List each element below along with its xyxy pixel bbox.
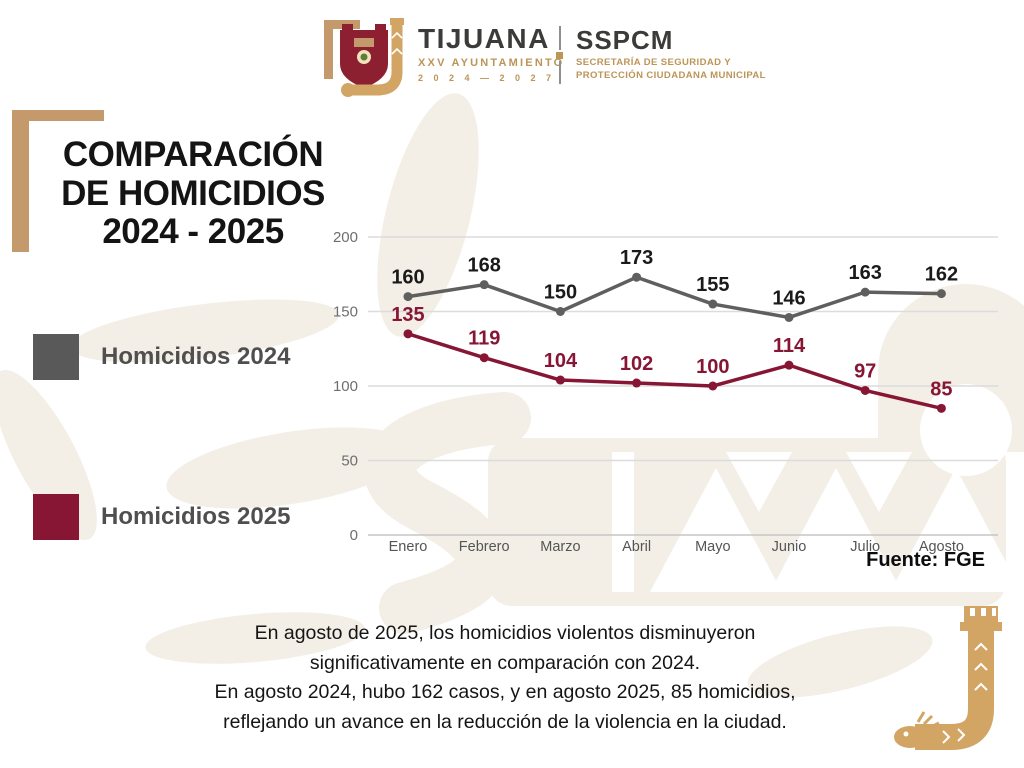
svg-text:97: 97 [854, 360, 876, 382]
source-label: Fuente: FGE [866, 549, 985, 571]
svg-text:168: 168 [468, 255, 501, 277]
svg-text:119: 119 [468, 328, 500, 350]
legend-label-2024: Homicidios 2024 [101, 343, 291, 370]
legend-label-2025: Homicidios 2025 [101, 503, 291, 530]
chart-container: 200 150 100 50 0 Enero Febrero Marzo Abril Mayo Ju… [330, 220, 1020, 565]
svg-text:Agosto: Agosto [919, 539, 964, 555]
svg-text:85: 85 [930, 378, 952, 400]
summary-text: En agosto de 2025, los homicidios violen… [70, 619, 940, 737]
page-title-line3: 2024 - 2025 [102, 212, 284, 251]
svg-text:104: 104 [544, 350, 578, 372]
brand-years: 2 0 2 4 — 2 0 2 7 [418, 73, 556, 83]
legend-swatch-2024 [33, 334, 79, 380]
page-title-line2: DE HOMICIDIOS [61, 173, 325, 213]
svg-text:150: 150 [333, 304, 358, 321]
org-block: SSPCM SECRETARÍA DE SEGURIDAD Y PROTECCI… [576, 26, 836, 82]
title-corner-bracket [12, 110, 104, 252]
svg-text:162: 162 [925, 264, 958, 286]
svg-text:Enero: Enero [389, 539, 428, 555]
header-divider [556, 26, 563, 84]
brand-block: TIJUANA XXV AYUNTAMIENTO 2 0 2 4 — 2 0 2… [418, 23, 568, 84]
homicides-chart: 200 150 100 50 0 Enero Febrero Marzo Abril Mayo Ju… [333, 229, 998, 555]
org-fullname: SECRETARÍA DE SEGURIDAD Y PROTECCIÓN CIU… [576, 57, 836, 82]
svg-text:155: 155 [696, 274, 729, 296]
svg-text:Marzo: Marzo [540, 539, 580, 555]
divider-diamond [556, 51, 563, 59]
svg-text:50: 50 [341, 453, 358, 470]
header: TIJUANA XXV AYUNTAMIENTO 2 0 2 4 — 2 0 2… [0, 0, 1024, 105]
tijuana-crest-icon [324, 18, 404, 97]
svg-text:150: 150 [544, 282, 577, 304]
svg-text:173: 173 [620, 247, 653, 269]
brand-subtitle: XXV AYUNTAMIENTO [418, 57, 565, 69]
svg-text:102: 102 [620, 353, 653, 375]
org-fullname-line2: PROTECCIÓN CIUDADANA MUNICIPAL [576, 69, 766, 81]
svg-text:160: 160 [391, 267, 424, 289]
legend-swatch-2025 [33, 494, 79, 540]
svg-text:200: 200 [333, 229, 358, 246]
svg-text:Julio: Julio [850, 539, 880, 555]
org-fullname-line1: SECRETARÍA DE SEGURIDAD Y [576, 57, 731, 68]
legend-item-2025: Homicidios 2025 [33, 494, 290, 540]
org-acronym: SSPCM [576, 25, 674, 55]
svg-text:100: 100 [333, 378, 358, 395]
svg-text:100: 100 [696, 356, 729, 378]
summary-line4: reflejando un avance en la reducción de … [223, 710, 787, 733]
svg-text:Mayo: Mayo [695, 539, 730, 555]
brand-name: TIJUANA [418, 23, 550, 54]
svg-text:146: 146 [772, 287, 805, 309]
page-title: COMPARACIÓN DE HOMICIDIOS 2024 - 2025 [28, 135, 358, 252]
summary-line2: significativamente en comparación con 20… [309, 651, 701, 674]
svg-text:114: 114 [773, 335, 806, 357]
svg-text:Junio: Junio [772, 539, 807, 555]
svg-text:Febrero: Febrero [459, 539, 510, 555]
svg-text:135: 135 [391, 304, 424, 326]
serpent-decoration-icon [894, 606, 1002, 750]
svg-text:Abril: Abril [622, 539, 651, 555]
svg-text:0: 0 [350, 527, 358, 544]
summary-line1: En agosto de 2025, los homicidios violen… [254, 622, 756, 644]
page-title-line1: COMPARACIÓN [62, 135, 324, 174]
summary-line3: En agosto 2024, hubo 162 casos, y en ago… [214, 681, 796, 703]
legend-item-2024: Homicidios 2024 [33, 334, 290, 380]
svg-text:163: 163 [849, 262, 882, 284]
